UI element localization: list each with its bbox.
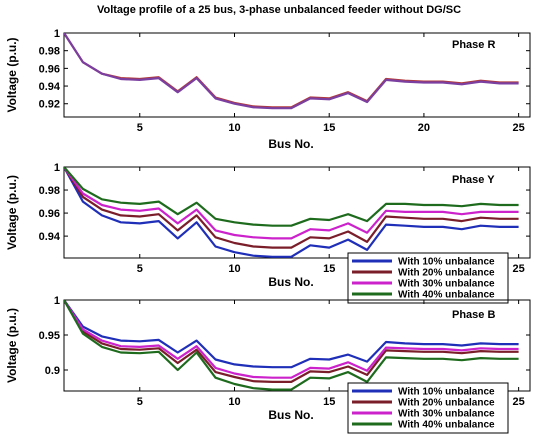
y-tick-label: 0.96	[39, 63, 60, 75]
legend-entry: With 40% unbalance	[398, 420, 495, 431]
x-tick-label: 25	[513, 263, 525, 275]
y-tick-label: 0.96	[39, 208, 60, 220]
series-line-2	[64, 300, 519, 383]
series-line-3	[64, 300, 519, 379]
series-line-3	[64, 167, 519, 240]
series-line-1	[64, 33, 519, 109]
x-tick-label: 10	[228, 396, 240, 408]
legend-entry: With 20% unbalance	[398, 268, 495, 279]
x-axis-label: Bus No.	[268, 137, 313, 151]
x-axis-label: Bus No.	[268, 408, 313, 422]
legend-entry: With 30% unbalance	[398, 279, 495, 290]
figure-title: Voltage profile of a 25 bus, 3-phase unb…	[97, 4, 461, 16]
y-tick-label: 0.95	[39, 330, 60, 342]
y-tick-label: 1	[54, 28, 60, 40]
series-line-2	[64, 167, 519, 249]
y-tick-label: 1	[54, 162, 60, 174]
plot-frame	[63, 32, 531, 118]
legend-entry: With 10% unbalance	[398, 257, 495, 268]
plot-frame	[63, 299, 531, 392]
phase-label: Phase B	[452, 309, 495, 321]
phase-label: Phase Y	[452, 174, 495, 186]
legend-entry: With 20% unbalance	[398, 398, 495, 409]
phase-label: Phase R	[452, 39, 495, 51]
x-tick-label: 20	[418, 122, 430, 134]
plot-frame	[63, 166, 531, 259]
x-tick-label: 25	[513, 396, 525, 408]
y-tick-label: 0.98	[39, 185, 60, 197]
series-line-1	[64, 167, 519, 258]
legend-entry: With 10% unbalance	[398, 387, 495, 398]
x-tick-label: 5	[137, 396, 143, 408]
x-tick-label: 10	[228, 122, 240, 134]
x-tick-label: 10	[228, 263, 240, 275]
y-tick-label: 0.94	[39, 81, 61, 93]
series-line-2	[64, 33, 519, 110]
y-tick-label: 0.94	[39, 231, 61, 243]
legend-entry: With 40% unbalance	[398, 290, 495, 301]
x-axis-label: Bus No.	[268, 275, 313, 289]
x-tick-label: 5	[137, 263, 143, 275]
panel-1: 5 10 15 20 25 0.92 0.94 0.96 0.98 1 Bus No. Voltage…	[5, 28, 531, 151]
series-line-1	[64, 300, 519, 369]
y-axis-label: Voltage (p.u.)	[5, 175, 19, 250]
x-tick-label: 15	[323, 263, 335, 275]
series-line-4	[64, 167, 519, 227]
legend-entry: With 30% unbalance	[398, 409, 495, 420]
x-tick-label: 25	[513, 122, 525, 134]
y-tick-label: 0.98	[39, 46, 60, 58]
y-tick-label: 1	[54, 295, 60, 307]
series-line-4	[64, 300, 519, 391]
y-axis-label: Voltage (p.u.)	[5, 308, 19, 383]
y-tick-label: 0.92	[39, 99, 60, 111]
x-tick-label: 15	[323, 122, 335, 134]
x-tick-label: 15	[323, 396, 335, 408]
y-axis-label: Voltage (p.u.)	[5, 37, 19, 112]
y-tick-label: 0.9	[45, 365, 60, 377]
x-tick-label: 5	[137, 122, 143, 134]
